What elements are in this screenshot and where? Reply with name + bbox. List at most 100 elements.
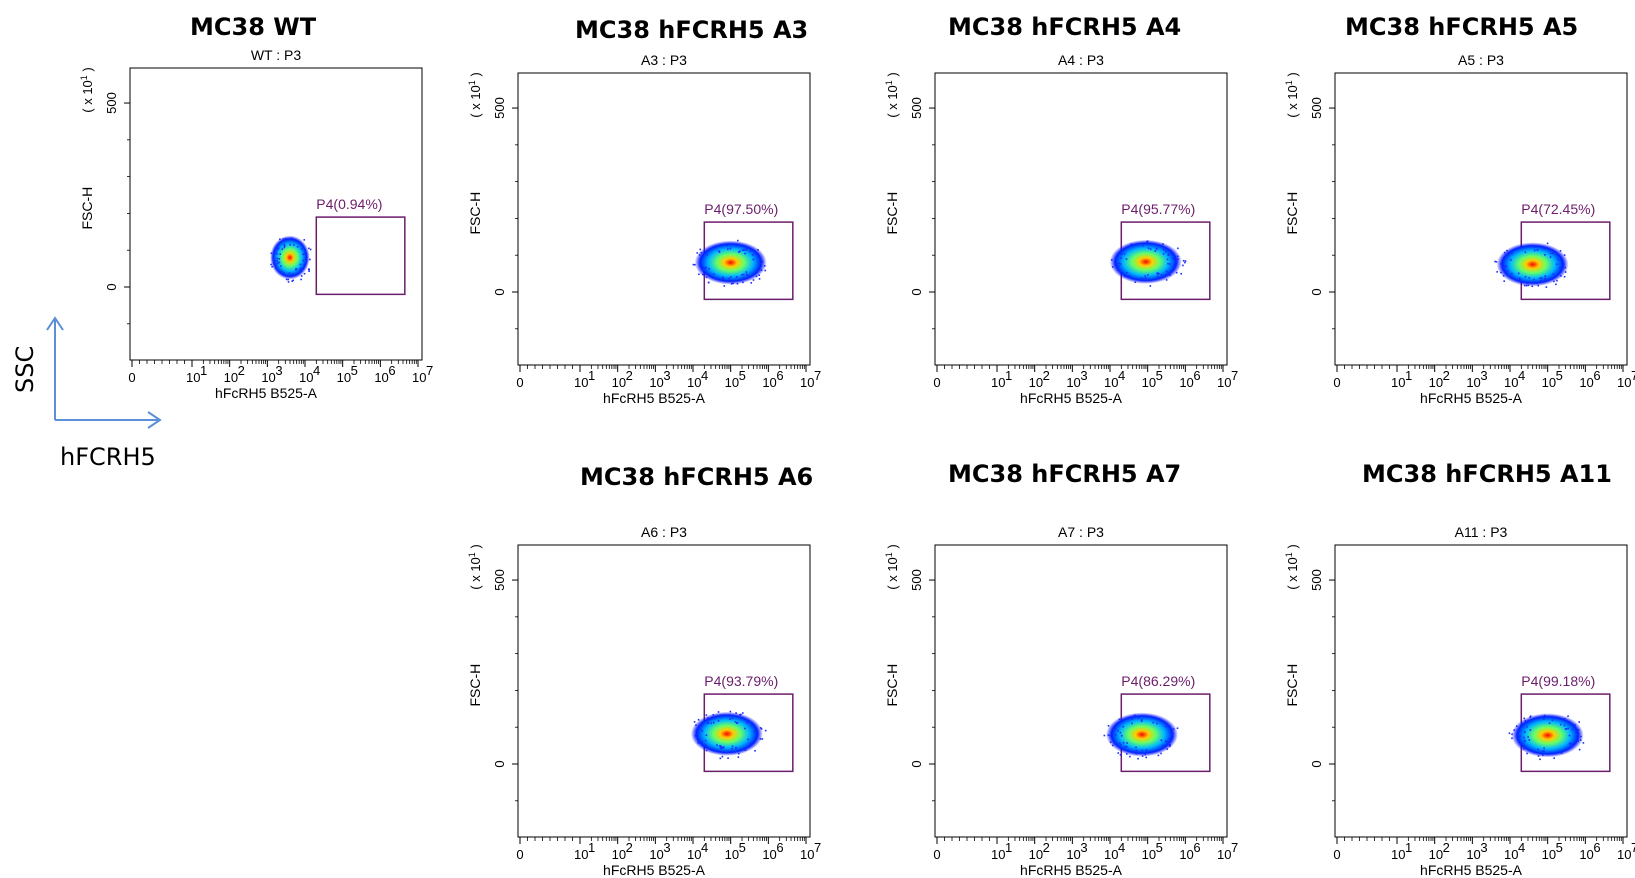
event-point bbox=[1128, 274, 1131, 277]
x-tick-label: 10 bbox=[574, 375, 588, 390]
event-point bbox=[1131, 722, 1133, 725]
event-point bbox=[1155, 248, 1158, 250]
y-tick-label: 500 bbox=[492, 97, 507, 119]
event-point bbox=[1165, 279, 1168, 281]
event-point bbox=[718, 250, 720, 253]
event-point bbox=[1118, 742, 1121, 745]
event-point bbox=[1561, 268, 1564, 270]
event-point bbox=[1567, 727, 1569, 730]
event-point bbox=[1502, 266, 1504, 269]
event-point bbox=[764, 729, 767, 732]
event-point bbox=[1146, 751, 1149, 753]
event-point bbox=[309, 258, 311, 261]
event-point bbox=[1164, 247, 1167, 249]
y-tick-label: 0 bbox=[909, 760, 924, 767]
panel-title: MC38 hFCRH5 A3 bbox=[575, 16, 808, 44]
x-tick-exponent: 7 bbox=[426, 363, 433, 378]
event-point bbox=[304, 258, 307, 260]
event-point bbox=[283, 243, 285, 246]
event-point bbox=[1145, 749, 1148, 751]
event-point bbox=[738, 251, 740, 253]
event-point bbox=[1504, 265, 1507, 268]
x-tick-exponent: 2 bbox=[1043, 368, 1050, 383]
event-point bbox=[705, 714, 708, 716]
event-point bbox=[734, 721, 737, 723]
event-point bbox=[759, 262, 762, 265]
event-point bbox=[287, 281, 290, 283]
event-point bbox=[295, 267, 298, 270]
event-point bbox=[1571, 728, 1574, 731]
event-point bbox=[1510, 259, 1512, 261]
event-point bbox=[1527, 736, 1529, 738]
event-point bbox=[718, 251, 721, 253]
event-point bbox=[1137, 757, 1139, 760]
event-point bbox=[713, 721, 715, 724]
event-point bbox=[1543, 747, 1545, 750]
event-point bbox=[707, 747, 710, 750]
event-point bbox=[1160, 274, 1163, 276]
event-point bbox=[1529, 716, 1531, 719]
event-point bbox=[1528, 276, 1531, 279]
event-point bbox=[1563, 717, 1566, 720]
event-point bbox=[1182, 264, 1184, 267]
event-point bbox=[1125, 271, 1128, 274]
event-point bbox=[1521, 742, 1524, 745]
x-tick-label: 10 bbox=[687, 375, 701, 390]
x-tick-label: 10 bbox=[800, 375, 814, 390]
event-point bbox=[719, 757, 722, 760]
event-point bbox=[285, 237, 287, 240]
event-point bbox=[1166, 258, 1169, 261]
event-point bbox=[1109, 741, 1112, 743]
event-point bbox=[739, 250, 741, 253]
event-point bbox=[1549, 252, 1552, 255]
event-point bbox=[730, 283, 733, 285]
event-point bbox=[1570, 743, 1572, 745]
event-point bbox=[1544, 277, 1546, 280]
event-point bbox=[704, 267, 706, 269]
event-point bbox=[1543, 247, 1545, 249]
plot-frame bbox=[1334, 544, 1628, 838]
event-point bbox=[1529, 715, 1532, 717]
event-point bbox=[1574, 724, 1576, 726]
event-point bbox=[701, 740, 704, 743]
event-point bbox=[727, 757, 729, 760]
event-point bbox=[1542, 715, 1544, 718]
event-point bbox=[1531, 285, 1534, 288]
event-point bbox=[1534, 246, 1537, 248]
event-point bbox=[296, 246, 299, 248]
event-point bbox=[1551, 278, 1553, 280]
gate-label: P4(93.79%) bbox=[704, 673, 778, 689]
x-tick-exponent: 4 bbox=[701, 840, 708, 855]
event-point bbox=[281, 248, 284, 250]
event-point bbox=[1146, 240, 1149, 243]
x-tick-label: 10 bbox=[1504, 375, 1518, 390]
event-point bbox=[1519, 735, 1522, 738]
event-point bbox=[699, 728, 702, 731]
event-point bbox=[292, 279, 295, 282]
x-tick-exponent: 2 bbox=[626, 840, 633, 855]
event-point bbox=[1524, 739, 1526, 742]
event-point bbox=[1169, 743, 1172, 746]
x-tick-exponent: 1 bbox=[588, 840, 595, 855]
event-point bbox=[293, 244, 295, 246]
event-point bbox=[744, 727, 746, 730]
event-point bbox=[1495, 261, 1498, 263]
event-point bbox=[699, 265, 701, 267]
event-point bbox=[1147, 274, 1149, 276]
event-point bbox=[300, 275, 303, 277]
event-point bbox=[288, 272, 291, 275]
event-point bbox=[270, 263, 272, 266]
event-point bbox=[1527, 284, 1530, 287]
event-point bbox=[1175, 271, 1178, 274]
event-point bbox=[1506, 270, 1509, 272]
event-point bbox=[283, 272, 285, 274]
gate-p4 bbox=[315, 216, 406, 296]
y-axis-label: FSC-H bbox=[1284, 664, 1300, 707]
x-tick-exponent: 5 bbox=[1156, 840, 1163, 855]
event-point bbox=[1506, 254, 1508, 257]
x-tick-label: 0 bbox=[1333, 847, 1340, 862]
event-point bbox=[1177, 247, 1179, 250]
x-tick-label: 10 bbox=[612, 375, 626, 390]
event-point bbox=[276, 260, 279, 262]
